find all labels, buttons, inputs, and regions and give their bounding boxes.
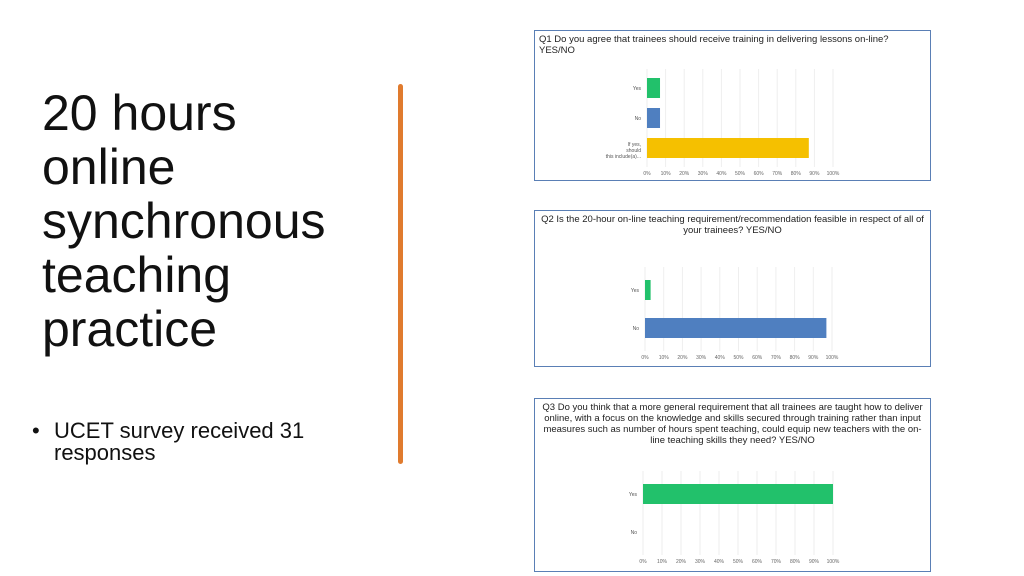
category-label: No: [633, 326, 640, 332]
tick-label: 70%: [772, 171, 783, 177]
tick-label: 60%: [752, 355, 763, 361]
chart-title: Q3 Do you think that a more general requ…: [542, 402, 923, 446]
chart-card-q3: Q3 Do you think that a more general requ…: [534, 398, 931, 572]
title-line: practice: [42, 301, 218, 357]
tick-label: 80%: [791, 171, 802, 177]
tick-label: 100%: [827, 171, 840, 177]
tick-label: 50%: [735, 171, 746, 177]
tick-label: 100%: [826, 355, 839, 361]
bullet-marker: •: [32, 418, 40, 443]
vertical-divider: [398, 84, 403, 464]
tick-label: 60%: [752, 559, 763, 565]
tick-label: 70%: [771, 355, 782, 361]
tick-label: 40%: [714, 559, 725, 565]
tick-label: 30%: [696, 355, 707, 361]
tick-label: 0%: [641, 355, 649, 361]
tick-label: 10%: [657, 559, 668, 565]
tick-label: 50%: [733, 355, 744, 361]
bar: [647, 108, 661, 128]
chart-title: Q1 Do you agree that trainees should rec…: [539, 34, 889, 56]
category-label: Yes: [633, 86, 642, 92]
tick-label: 20%: [677, 355, 688, 361]
bar: [645, 280, 651, 300]
category-label: Yes: [629, 492, 638, 498]
tick-label: 50%: [733, 559, 744, 565]
tick-label: 100%: [827, 559, 840, 565]
bullet-text: UCET survey received 31 responses: [54, 418, 305, 465]
title-line: teaching: [42, 247, 232, 303]
tick-label: 20%: [679, 171, 690, 177]
title-line: synchronous: [42, 193, 326, 249]
bar: [645, 318, 827, 338]
slide-title: 20 hours online synchronous teaching pra…: [42, 86, 372, 356]
chart-card-q1: Q1 Do you agree that trainees should rec…: [534, 30, 931, 181]
title-line: online: [42, 139, 176, 195]
tick-label: 90%: [808, 355, 819, 361]
tick-label: 30%: [695, 559, 706, 565]
bullet-item: • UCET survey received 31 responses: [32, 420, 362, 464]
tick-label: 60%: [754, 171, 765, 177]
chart-q3: Yes No 0% 10% 20% 30% 40% 50% 60% 70% 80% 90% 100%: [629, 471, 840, 565]
title-line: 20 hours: [42, 85, 237, 141]
chart-title: Q2 Is the 20-hour on-line teaching requi…: [541, 214, 924, 236]
tick-label: 0%: [643, 171, 651, 177]
chart-q2: Yes No 0% 10% 20% 30% 40% 50% 60% 70% 80% 90% 100%: [631, 267, 839, 361]
chart-q1: Yes No If yes, should this include(a)... 0% 10…: [606, 69, 840, 177]
tick-label: 30%: [698, 171, 709, 177]
bar: [643, 484, 833, 504]
category-label: If yes, should this include(a)...: [606, 142, 642, 160]
category-label: No: [635, 116, 642, 122]
category-label: No: [631, 530, 638, 536]
tick-label: 10%: [659, 355, 670, 361]
tick-label: 10%: [661, 171, 672, 177]
tick-label: 90%: [809, 559, 820, 565]
tick-label: 20%: [676, 559, 687, 565]
tick-label: 0%: [639, 559, 647, 565]
tick-label: 70%: [771, 559, 782, 565]
tick-label: 80%: [790, 355, 801, 361]
bar: [647, 78, 661, 98]
category-label: Yes: [631, 288, 640, 294]
tick-label: 80%: [790, 559, 801, 565]
tick-label: 90%: [809, 171, 820, 177]
tick-label: 40%: [716, 171, 727, 177]
bar: [647, 138, 809, 158]
chart-card-q2: Q2 Is the 20-hour on-line teaching requi…: [534, 210, 931, 367]
bullet-list: • UCET survey received 31 responses: [32, 420, 362, 464]
tick-label: 40%: [715, 355, 726, 361]
